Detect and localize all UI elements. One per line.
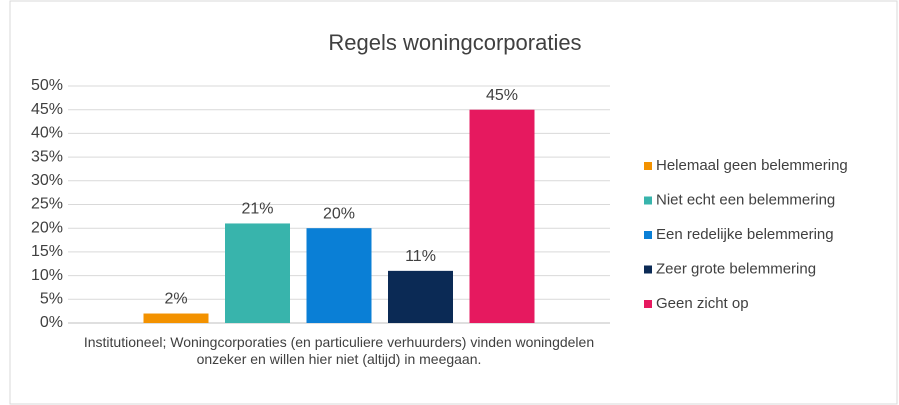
y-tick-label: 40% — [31, 125, 63, 142]
bar — [388, 270, 453, 323]
data-label: 20% — [323, 205, 355, 222]
legend-label: Niet echt een belemmering — [656, 191, 835, 208]
y-tick-label: 5% — [40, 291, 63, 308]
bar — [306, 228, 372, 323]
bar — [225, 223, 290, 323]
data-label: 2% — [164, 291, 187, 308]
legend-marker — [644, 162, 652, 170]
x-category-label: Institutioneel; Woningcorporaties (en pa… — [83, 334, 595, 367]
legend-label: Zeer grote belemmering — [656, 260, 816, 277]
y-tick-label: 35% — [31, 148, 63, 165]
legend-marker — [644, 265, 652, 274]
data-label: 45% — [486, 87, 518, 104]
legend-label: Een redelijke belemmering — [656, 226, 834, 243]
y-tick-label: 30% — [31, 172, 63, 189]
y-tick-label: 0% — [40, 314, 63, 331]
y-tick-label: 20% — [31, 219, 63, 236]
chart-frame — [9, 0, 898, 405]
legend-label: Geen zicht op — [656, 295, 749, 312]
chart-title: Regels woningcorporaties — [328, 30, 581, 55]
y-tick-label: 15% — [31, 243, 63, 260]
legend-marker — [644, 196, 652, 205]
data-label: 11% — [405, 248, 436, 265]
y-tick-label: 25% — [31, 196, 63, 213]
bar — [469, 109, 535, 323]
legend-marker — [644, 300, 652, 308]
y-tick-label: 45% — [31, 101, 63, 118]
data-label: 21% — [241, 201, 273, 218]
legend-marker — [644, 231, 652, 239]
legend-label: Helemaal geen belemmering — [656, 157, 848, 174]
y-tick-label: 10% — [31, 267, 63, 284]
y-tick-label: 50% — [31, 77, 63, 94]
bar — [143, 313, 209, 323]
